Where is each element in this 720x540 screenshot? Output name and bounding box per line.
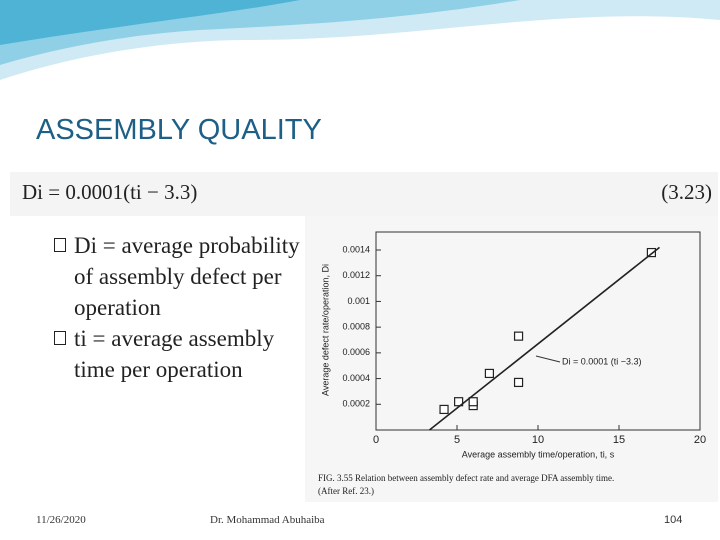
slide-title: ASSEMBLY QUALITY bbox=[36, 114, 322, 146]
data-point bbox=[513, 377, 524, 388]
equation: Di = 0.0001(ti − 3.3) bbox=[22, 180, 197, 204]
equation-strip bbox=[10, 172, 718, 216]
fit-line bbox=[428, 246, 660, 431]
y-tick-label: 0.001 bbox=[347, 296, 370, 306]
y-tick-label: 0.0012 bbox=[342, 270, 370, 280]
x-tick-label: 5 bbox=[454, 434, 460, 446]
bullet: ti = average assembly time per operation bbox=[52, 323, 312, 385]
y-tick-label: 0.0002 bbox=[342, 399, 370, 409]
chart: 0.0002 0.0004 0.0006 0.0008 0.001 0.0012 0.001… bbox=[318, 244, 706, 496]
y-tick-label: 0.0006 bbox=[342, 347, 370, 357]
data-point bbox=[513, 331, 524, 341]
page-number: 104 bbox=[664, 514, 683, 526]
data-point bbox=[454, 397, 464, 407]
data-point bbox=[468, 397, 478, 407]
equation-number: (3.23) bbox=[661, 180, 712, 204]
x-tick-label: 20 bbox=[694, 434, 706, 446]
footer-date: 11/26/2020 bbox=[36, 514, 86, 526]
annotation-leader bbox=[535, 355, 561, 363]
header-wave bbox=[0, 0, 300, 45]
y-tick-label: 0.0014 bbox=[342, 244, 370, 254]
x-tick-label: 0 bbox=[373, 434, 379, 446]
figure-background bbox=[305, 216, 718, 502]
figure-caption: FIG. 3.55 Relation between assembly defe… bbox=[318, 473, 614, 483]
x-tick-label: 15 bbox=[613, 434, 625, 446]
bullet: Di = average probability of assembly def… bbox=[52, 230, 312, 323]
data-point bbox=[484, 368, 494, 379]
y-axis-label: Average defect rate/operation, Di bbox=[320, 264, 330, 396]
x-tick-label: 10 bbox=[532, 434, 544, 446]
data-point bbox=[646, 247, 657, 258]
y-tick-label: 0.0004 bbox=[342, 373, 370, 383]
annotation: Di = 0.0001 (ti −3.3) bbox=[562, 356, 642, 366]
bullet-list: Di = average probability of assembly def… bbox=[52, 230, 312, 385]
data-point bbox=[439, 404, 449, 415]
x-axis-label: Average assembly time/operation, ti, s bbox=[462, 449, 615, 459]
y-tick-label: 0.0008 bbox=[342, 322, 370, 332]
footer-author: Dr. Mohammad Abuhaiba bbox=[210, 514, 325, 526]
figure-caption-note: (After Ref. 23.) bbox=[318, 486, 374, 496]
